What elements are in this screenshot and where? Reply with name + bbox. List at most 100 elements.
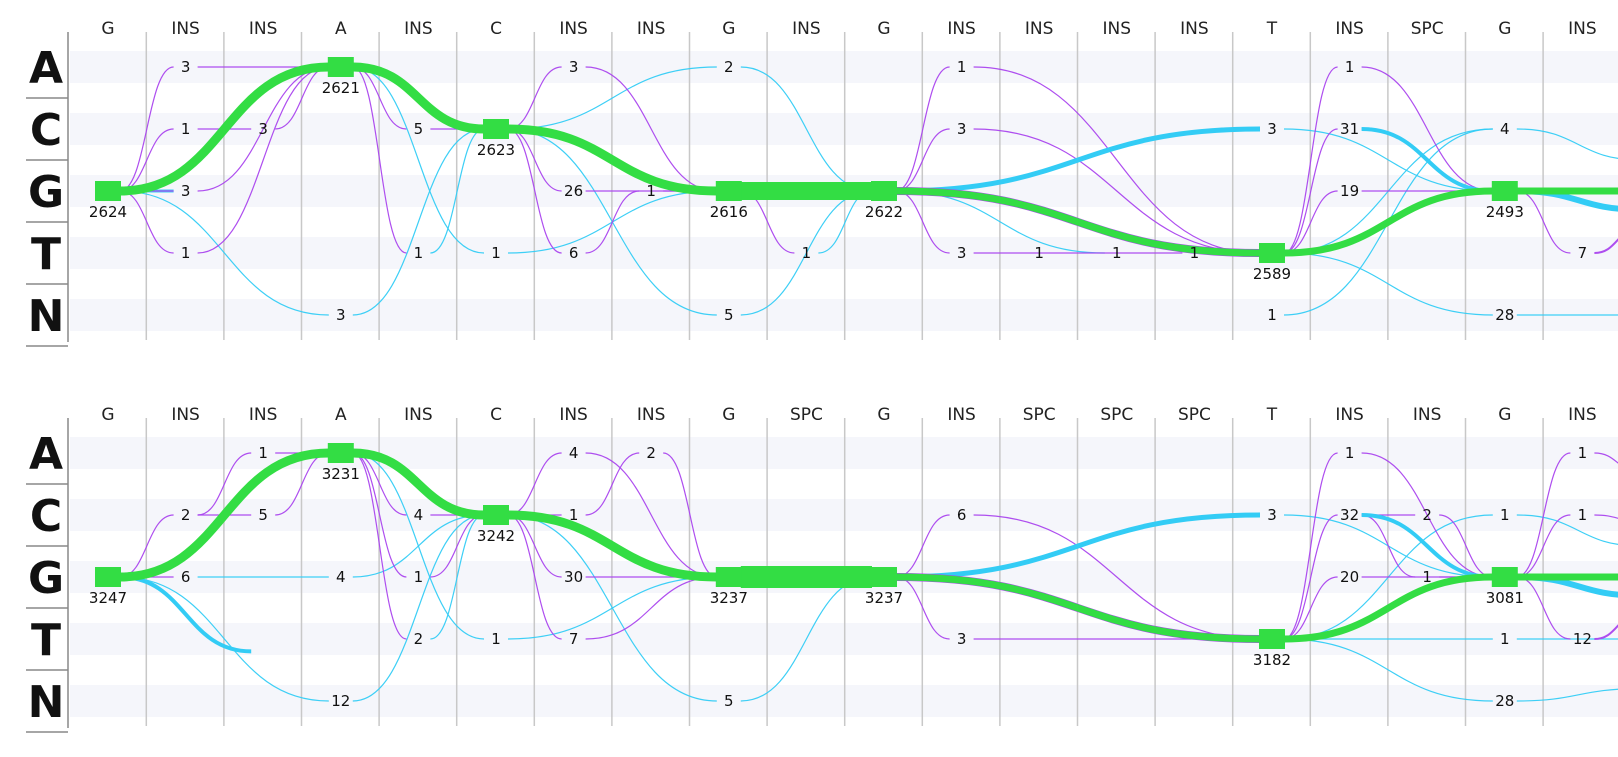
column-header: INS — [1335, 405, 1364, 425]
count-label: 2 — [181, 506, 191, 524]
flow-deletion — [119, 190, 329, 316]
column-header: INS — [249, 19, 278, 39]
flow-mismatch — [197, 66, 329, 254]
flow-match — [352, 62, 485, 134]
flow-deletion — [895, 126, 1261, 194]
flow-mismatch — [663, 452, 717, 578]
base-label-c: C — [30, 491, 62, 542]
count-label: 3 — [957, 244, 967, 262]
flow-deletion — [507, 514, 717, 702]
flow-mismatch — [1283, 452, 1338, 640]
count-label: 3247 — [89, 589, 127, 607]
flow-match — [895, 187, 1261, 257]
count-label: 2 — [414, 630, 424, 648]
count-label: 3081 — [1486, 589, 1524, 607]
count-label: 2589 — [1253, 265, 1291, 283]
flow-match — [1283, 573, 1493, 643]
count-label: 1 — [1500, 630, 1510, 648]
column-header: G — [101, 405, 114, 425]
flow-match — [119, 448, 329, 582]
consensus-node — [483, 119, 509, 139]
count-label: 1 — [1034, 244, 1044, 262]
flow-mismatch — [1283, 514, 1338, 640]
column-header: INS — [637, 405, 666, 425]
column-header: INS — [1568, 19, 1597, 39]
flow-deletion — [1283, 252, 1493, 316]
flow-deletion — [352, 128, 485, 316]
count-label: 1 — [491, 630, 501, 648]
flow-deletion — [119, 575, 252, 654]
column-header: SPC — [790, 405, 823, 425]
count-label: 2 — [724, 58, 734, 76]
count-label: 7 — [1578, 244, 1588, 262]
consensus-node — [1491, 567, 1518, 587]
flow-mismatch — [197, 452, 252, 516]
count-label: 1 — [957, 58, 967, 76]
flow-mismatch — [1283, 66, 1338, 254]
count-label: 1 — [1422, 568, 1432, 586]
count-label: 1 — [181, 120, 191, 138]
flow-mismatch — [507, 128, 562, 254]
flow-deletion — [1283, 638, 1493, 702]
count-label: 3 — [1267, 120, 1277, 138]
column-header: INS — [1568, 405, 1597, 425]
flow-mismatch — [352, 66, 407, 254]
count-label: 3 — [336, 306, 346, 324]
count-label: 28 — [1495, 692, 1514, 710]
count-label: 3 — [181, 182, 191, 200]
count-label: 2 — [1422, 506, 1432, 524]
count-label: 3231 — [322, 465, 360, 483]
count-label: 3 — [258, 120, 268, 138]
count-label: 6 — [569, 244, 579, 262]
count-label: 1 — [569, 506, 579, 524]
column-header: SPC — [1023, 405, 1056, 425]
column-header: C — [490, 19, 502, 39]
count-label: 2616 — [710, 203, 748, 221]
flow-deletion — [1516, 688, 1618, 702]
column-header: INS — [947, 19, 976, 39]
column-header: G — [1498, 19, 1511, 39]
count-label: 26 — [564, 182, 583, 200]
flow-mismatch — [585, 190, 640, 254]
flow-deletion — [352, 66, 485, 254]
flow-deletion — [1516, 514, 1618, 545]
column-header: INS — [171, 19, 200, 39]
base-label-a: A — [29, 43, 63, 94]
flow-deletion — [507, 66, 717, 130]
count-label: 31 — [1340, 120, 1359, 138]
flow-mismatch — [352, 452, 407, 578]
consensus-node — [1259, 629, 1285, 649]
column-header: G — [1498, 405, 1511, 425]
column-header: SPC — [1411, 19, 1444, 39]
flow-match — [507, 124, 717, 196]
count-label: 19 — [1340, 182, 1359, 200]
column-header: A — [335, 405, 347, 425]
column-header: G — [722, 405, 735, 425]
count-label: 2621 — [322, 79, 360, 97]
column-header: INS — [637, 19, 666, 39]
consensus-node — [871, 181, 897, 201]
column-header: INS — [1103, 19, 1132, 39]
consensus-node — [1259, 243, 1285, 263]
flow-mismatch — [973, 128, 1261, 254]
flow-mismatch — [119, 66, 174, 192]
count-label: 1 — [414, 568, 424, 586]
count-label: 1 — [1500, 506, 1510, 524]
column-header: INS — [559, 405, 588, 425]
flow-match — [119, 62, 329, 196]
count-label: 6 — [957, 506, 967, 524]
flow-mismatch — [973, 514, 1261, 640]
consensus-node — [95, 181, 121, 201]
count-label: 4 — [414, 506, 424, 524]
flow-deletion — [352, 452, 485, 640]
edge-layer — [119, 448, 1618, 702]
count-label: 3237 — [865, 589, 903, 607]
count-label: 2493 — [1486, 203, 1524, 221]
count-label: 3 — [957, 120, 967, 138]
flow-mismatch — [1594, 452, 1618, 464]
column-header: INS — [792, 19, 821, 39]
count-label: 1 — [1112, 244, 1122, 262]
count-label: 1 — [1345, 444, 1355, 462]
